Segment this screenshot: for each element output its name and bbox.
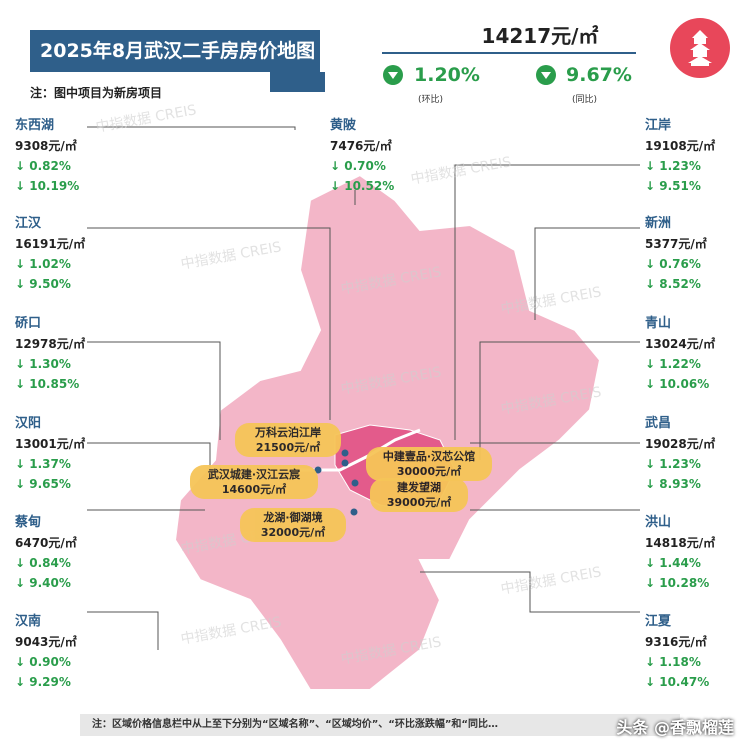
- district-yoy: ↓ 9.51%: [645, 179, 701, 193]
- mom-label: (环比): [418, 95, 444, 105]
- district-name: 武昌: [645, 416, 672, 431]
- district-price: 5377元/㎡: [645, 237, 707, 251]
- divider: [382, 52, 636, 54]
- district-price: 12978元/㎡: [15, 337, 86, 351]
- district-wuchang: 武昌 19028元/㎡ ↓ 1.23% ↓ 8.93%: [645, 414, 715, 494]
- district-xinzhou: 新洲 5377元/㎡ ↓ 0.76% ↓ 8.52%: [645, 214, 707, 294]
- district-hanyang: 汉阳 13001元/㎡ ↓ 1.37% ↓ 9.65%: [15, 414, 85, 494]
- district-price: 9308元/㎡: [15, 139, 77, 153]
- district-yoy: ↓ 10.52%: [330, 179, 395, 193]
- district-yoy: ↓ 9.65%: [15, 477, 71, 491]
- title-decoration: [270, 72, 325, 92]
- district-mom: ↓ 1.23%: [645, 159, 701, 173]
- project-name: 万科云泊江岸: [255, 426, 321, 439]
- project-zhongjian: 中建壹品·汉芯公馆 30000元/㎡: [366, 447, 492, 481]
- district-dongxihu: 东西湖 9308元/㎡ ↓ 0.82% ↓ 10.19%: [15, 116, 79, 196]
- district-mom: ↓ 1.44%: [645, 556, 701, 570]
- district-huangpi: 黄陂 7476元/㎡ ↓ 0.70% ↓ 10.52%: [330, 116, 394, 196]
- district-price: 19028元/㎡: [645, 437, 716, 451]
- district-price: 9043元/㎡: [15, 635, 77, 649]
- district-price: 13024元/㎡: [645, 337, 716, 351]
- project-price: 30000元/㎡: [396, 465, 462, 478]
- footnote: 注：区域价格信息栏中从上至下分别为“区域名称”、“区域均价”、“环比涨跌幅”和“…: [80, 714, 680, 736]
- district-price: 13001元/㎡: [15, 437, 86, 451]
- district-mom: ↓ 0.82%: [15, 159, 71, 173]
- district-mom: ↓ 1.37%: [15, 457, 71, 471]
- down-arrow-icon: [536, 65, 556, 85]
- yoy-change: 9.67%: [566, 64, 632, 86]
- district-name: 江汉: [15, 216, 42, 231]
- district-jiangxia: 江夏 9316元/㎡ ↓ 1.18% ↓ 10.47%: [645, 612, 709, 692]
- project-jianfa: 建发望湖 39000元/㎡: [370, 478, 468, 512]
- district-yoy: ↓ 10.19%: [15, 179, 80, 193]
- district-price: 6470元/㎡: [15, 536, 77, 550]
- project-name: 武汉城建·汉江云宸: [207, 468, 301, 481]
- district-name: 汉阳: [15, 416, 42, 431]
- district-qingshan: 青山 13024元/㎡ ↓ 1.22% ↓ 10.06%: [645, 314, 715, 394]
- district-mom: ↓ 0.84%: [15, 556, 71, 570]
- district-name: 东西湖: [15, 118, 55, 133]
- source-watermark: 头条 @香飘榴莲: [616, 718, 734, 737]
- district-yoy: ↓ 9.40%: [15, 576, 71, 590]
- leader-lines: [87, 126, 640, 650]
- page-title: 2025年8月武汉二手房房价地图: [30, 30, 320, 72]
- district-yoy: ↓ 8.52%: [645, 277, 701, 291]
- pagoda-logo-icon: [670, 18, 730, 78]
- district-mom: ↓ 0.70%: [330, 159, 386, 173]
- project-name: 龙湖·御湖境: [263, 511, 323, 524]
- district-jiangan: 江岸 19108元/㎡ ↓ 1.23% ↓ 9.51%: [645, 116, 715, 196]
- district-name: 黄陂: [330, 118, 357, 133]
- mom-change: 1.20%: [414, 64, 480, 86]
- project-price: 21500元/㎡: [255, 441, 321, 454]
- district-name: 江夏: [645, 614, 672, 629]
- district-qiaokou: 硚口 12978元/㎡ ↓ 1.30% ↓ 10.85%: [15, 314, 85, 394]
- district-mom: ↓ 1.02%: [15, 257, 71, 271]
- average-price: 14217元/㎡: [481, 24, 599, 48]
- project-price: 14600元/㎡: [221, 483, 287, 496]
- project-dots: [314, 449, 359, 516]
- district-yoy: ↓ 10.47%: [645, 675, 710, 689]
- project-name: 建发望湖: [397, 481, 441, 494]
- district-mom: ↓ 1.23%: [645, 457, 701, 471]
- district-name: 江岸: [645, 118, 672, 133]
- district-name: 硚口: [15, 316, 42, 331]
- district-name: 青山: [645, 316, 672, 331]
- district-mom: ↓ 1.30%: [15, 357, 71, 371]
- district-price: 16191元/㎡: [15, 237, 86, 251]
- project-price: 32000元/㎡: [260, 526, 326, 539]
- district-yoy: ↓ 9.50%: [15, 277, 71, 291]
- district-price: 19108元/㎡: [645, 139, 716, 153]
- district-yoy: ↓ 8.93%: [645, 477, 701, 491]
- project-name: 中建壹品·汉芯公馆: [382, 450, 476, 463]
- district-price: 14818元/㎡: [645, 536, 716, 550]
- district-yoy: ↓ 10.06%: [645, 377, 710, 391]
- district-name: 蔡甸: [15, 515, 42, 530]
- district-yoy: ↓ 9.29%: [15, 675, 71, 689]
- project-price: 39000元/㎡: [386, 496, 452, 509]
- district-hannan: 汉南 9043元/㎡ ↓ 0.90% ↓ 9.29%: [15, 612, 77, 692]
- project-wanke: 万科云泊江岸 21500元/㎡: [235, 423, 341, 457]
- top-note: 注：图中项目为新房项目: [30, 86, 163, 100]
- district-mom: ↓ 1.18%: [645, 655, 701, 669]
- district-jianghan: 江汉 16191元/㎡ ↓ 1.02% ↓ 9.50%: [15, 214, 85, 294]
- district-caidian: 蔡甸 6470元/㎡ ↓ 0.84% ↓ 9.40%: [15, 513, 77, 593]
- project-longhu: 龙湖·御湖境 32000元/㎡: [240, 508, 346, 542]
- district-name: 汉南: [15, 614, 42, 629]
- district-mom: ↓ 0.90%: [15, 655, 71, 669]
- down-arrow-icon: [383, 65, 403, 85]
- district-yoy: ↓ 10.28%: [645, 576, 710, 590]
- district-name: 洪山: [645, 515, 672, 530]
- district-mom: ↓ 0.76%: [645, 257, 701, 271]
- district-hongshan: 洪山 14818元/㎡ ↓ 1.44% ↓ 10.28%: [645, 513, 715, 593]
- yoy-label: (同比): [572, 95, 598, 105]
- district-price: 9316元/㎡: [645, 635, 707, 649]
- district-price: 7476元/㎡: [330, 139, 392, 153]
- district-mom: ↓ 1.22%: [645, 357, 701, 371]
- district-yoy: ↓ 10.85%: [15, 377, 80, 391]
- project-chengjian: 武汉城建·汉江云宸 14600元/㎡: [190, 465, 318, 499]
- district-name: 新洲: [645, 216, 672, 231]
